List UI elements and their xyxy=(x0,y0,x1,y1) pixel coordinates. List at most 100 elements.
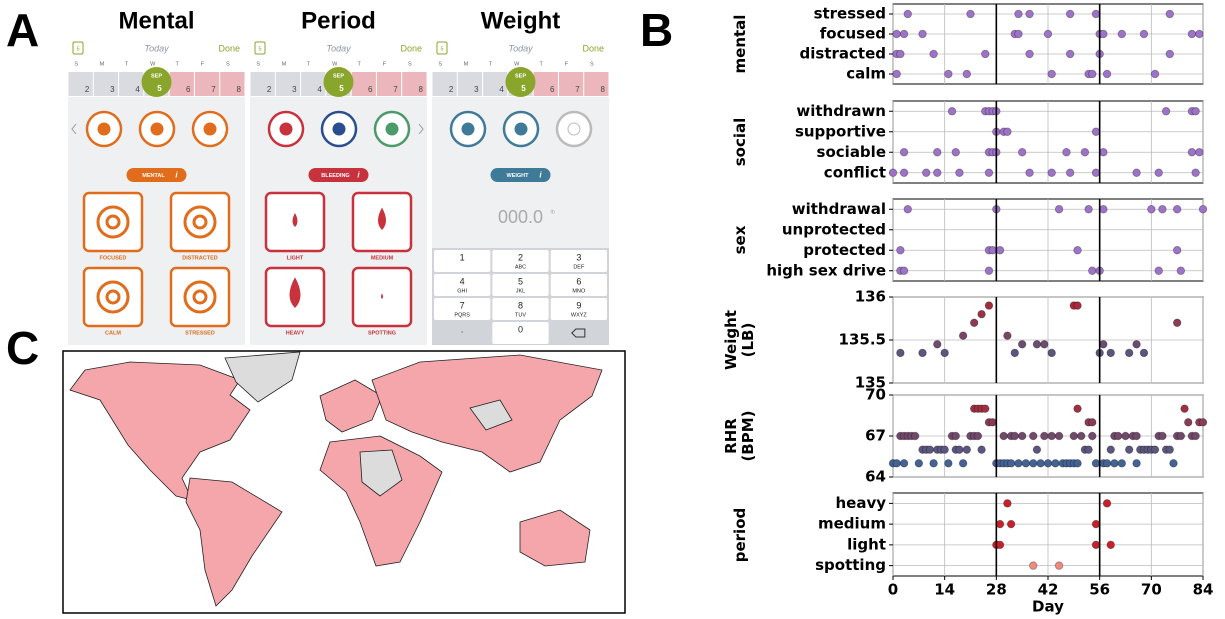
weekday: S xyxy=(256,61,260,67)
key-label: 8 xyxy=(518,300,523,310)
point xyxy=(1177,432,1185,440)
point xyxy=(1100,30,1108,38)
point xyxy=(897,246,905,254)
point xyxy=(1048,169,1056,177)
point xyxy=(1181,405,1189,413)
point xyxy=(900,460,908,468)
point xyxy=(1066,10,1074,18)
subplot: stressedfocuseddistractedcalm xyxy=(800,4,1204,84)
date: 7 xyxy=(575,85,580,94)
point xyxy=(1074,302,1082,310)
point xyxy=(1048,70,1056,78)
point xyxy=(1077,432,1085,440)
tile-label: STRESSED xyxy=(185,330,215,336)
category-pill-label: BLEEDING xyxy=(321,173,349,179)
date: 6 xyxy=(186,85,191,94)
selected-date: 5 xyxy=(339,84,344,93)
point xyxy=(1177,267,1185,275)
point xyxy=(1066,50,1074,58)
point xyxy=(1103,70,1111,78)
y-axis-label: period xyxy=(720,500,760,570)
point xyxy=(1029,562,1037,570)
date: 3 xyxy=(474,85,479,94)
figure-canvas: A B C Mental5TodayDoneSMTWTFS234678SEP5M… xyxy=(0,0,1225,619)
key-letters: TUV xyxy=(515,312,526,318)
weekday: M xyxy=(282,61,287,67)
point xyxy=(930,50,938,58)
point xyxy=(1151,446,1159,454)
date: 4 xyxy=(499,85,504,94)
date: 8 xyxy=(601,85,606,94)
x-tick-label: 42 xyxy=(1038,581,1059,599)
point xyxy=(1052,460,1060,468)
point xyxy=(1173,205,1181,213)
x-tick-label: 14 xyxy=(934,581,955,599)
month: SEP xyxy=(151,73,162,79)
option-tile[interactable] xyxy=(171,268,229,326)
point xyxy=(930,460,938,468)
point xyxy=(1166,10,1174,18)
option-tile[interactable] xyxy=(171,193,229,251)
point xyxy=(900,169,908,177)
point xyxy=(1063,148,1071,156)
key-label: 9 xyxy=(576,300,581,310)
y-tick-label: conflict xyxy=(824,163,886,181)
figure: A B C Mental5TodayDoneSMTWTFS234678SEP5M… xyxy=(0,0,1225,619)
point xyxy=(1007,460,1015,468)
point xyxy=(1029,460,1037,468)
point xyxy=(1133,169,1141,177)
y-tick-label: protected xyxy=(803,241,886,259)
point xyxy=(1125,446,1133,454)
type-icon-glyph xyxy=(204,123,216,135)
point xyxy=(893,30,901,38)
key[interactable] xyxy=(551,322,607,344)
point xyxy=(1018,148,1026,156)
point xyxy=(959,332,967,340)
option-tile[interactable] xyxy=(84,268,142,326)
key-label: 4 xyxy=(460,276,465,286)
type-icon-glyph xyxy=(280,123,292,135)
point xyxy=(1188,148,1196,156)
point xyxy=(1199,205,1207,213)
type-icon xyxy=(557,112,591,146)
point xyxy=(996,520,1004,528)
point xyxy=(1199,419,1207,427)
category-pill-label: WEIGHT xyxy=(507,173,530,179)
point xyxy=(941,349,949,357)
point xyxy=(1011,349,1019,357)
selected-date: 5 xyxy=(521,84,526,93)
point xyxy=(959,460,967,468)
point xyxy=(1015,460,1023,468)
point xyxy=(1100,205,1108,213)
point xyxy=(1041,432,1049,440)
point xyxy=(1022,460,1030,468)
point xyxy=(1055,562,1063,570)
point xyxy=(956,446,964,454)
point xyxy=(1092,520,1100,528)
key-letters: DEF xyxy=(573,264,585,270)
key-letters: PQRS xyxy=(454,312,470,318)
key-label: . xyxy=(461,324,464,334)
point xyxy=(1162,107,1170,115)
point xyxy=(1100,148,1108,156)
point xyxy=(1055,205,1063,213)
point xyxy=(952,148,960,156)
point xyxy=(1081,148,1089,156)
point xyxy=(1015,10,1023,18)
category-pill-label: MENTAL xyxy=(142,173,165,179)
point xyxy=(897,50,905,58)
point xyxy=(945,70,953,78)
done-button: Done xyxy=(400,43,422,53)
date: 8 xyxy=(419,85,424,94)
tile-label: CALM xyxy=(105,330,121,336)
y-tick-label: heavy xyxy=(835,494,886,512)
subplot: withdrawnsupportivesociableconflict xyxy=(795,101,1203,183)
option-tile[interactable] xyxy=(84,193,142,251)
point xyxy=(948,107,956,115)
point xyxy=(985,267,993,275)
y-axis-label: social xyxy=(720,107,760,177)
point xyxy=(963,70,971,78)
type-icon-glyph xyxy=(462,123,474,135)
key-label: 7 xyxy=(460,300,465,310)
point xyxy=(1122,432,1130,440)
